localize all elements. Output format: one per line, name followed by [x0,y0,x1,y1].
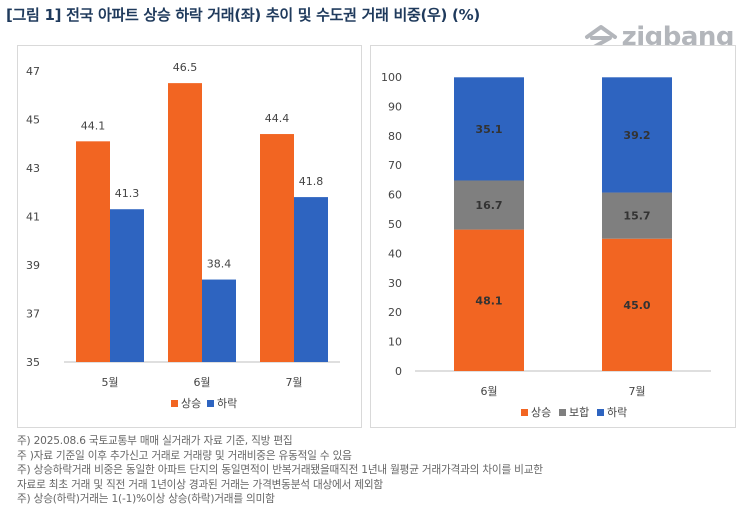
y-tick-label: 10 [388,336,402,349]
bar-up [602,238,672,371]
legend-swatch [207,400,214,407]
data-label: 44.1 [81,119,106,132]
y-tick-label: 100 [381,71,402,84]
x-tick-label: 6월 [193,376,210,389]
legend-swatch [171,400,178,407]
legend-label: 상승 [181,397,201,410]
legend-label: 하락 [217,396,237,410]
data-label: 16.7 [475,199,502,212]
bar-up [168,83,202,362]
data-label: 35.1 [475,123,502,136]
bar-up [454,229,524,371]
bar-up [76,141,110,362]
footnote: 주) 상승하락거래 비중은 동일한 아파트 단지의 동일면적이 반복거래됐을때직… [17,464,543,477]
data-label: 44.4 [265,112,290,125]
y-tick-label: 90 [388,100,402,113]
bar-down [602,77,672,193]
right-chart-panel: 0 10 20 30 40 50 60 70 80 90 100 48.1 16.7 35.1 6월 45.0… [370,45,736,428]
y-tick-label: 45 [26,114,40,127]
y-tick-label: 47 [26,65,40,78]
legend-swatch [597,409,604,416]
x-tick-label: 7월 [285,376,302,389]
x-tick-label: 6월 [480,385,497,398]
bar-up [260,134,294,362]
bar-down [202,279,236,362]
legend-label: 하락 [607,405,627,419]
legend-swatch [559,409,566,416]
y-tick-label: 30 [388,277,402,290]
legend-label: 상승 [531,406,551,419]
data-label: 46.5 [173,61,198,74]
y-tick-label: 37 [26,308,40,321]
footnote: 자료로 최초 거래 및 직전 거래 1년이상 경과된 거래는 가격변동분석 대상… [17,478,383,491]
legend-label: 보합 [569,406,589,419]
y-tick-label: 39 [26,259,40,272]
y-tick-label: 0 [395,365,402,378]
y-tick-label: 41 [26,211,40,224]
data-label: 39.2 [623,129,650,142]
footnote: 주) 상승(하락)거래는 1(-1)%이상 상승(하락)거래를 의미함 [17,493,275,506]
y-tick-label: 43 [26,162,40,175]
data-label: 48.1 [475,294,502,307]
data-label: 41.3 [115,187,140,200]
bar-down [110,209,144,362]
bar-flat [602,192,672,239]
data-label: 45.0 [623,299,650,312]
data-label: 15.7 [623,210,650,223]
y-tick-label: 60 [388,189,402,202]
footnotes: 주) 2025.08.6 국토교통부 매매 실거래가 자료 기준, 직방 편집 … [17,434,737,507]
x-tick-label: 5월 [101,376,118,389]
footnote: 주) 2025.08.6 국토교통부 매매 실거래가 자료 기준, 직방 편집 [17,435,293,447]
data-label: 41.8 [299,175,324,188]
legend-swatch [521,409,528,416]
bar-flat [454,180,524,230]
data-label: 38.4 [207,258,232,271]
bar-down [454,77,524,181]
capital-share-chart: 0 10 20 30 40 50 60 70 80 90 100 48.1 16.7 35.1 6월 45.0… [381,71,711,419]
y-tick-label: 70 [388,159,402,172]
y-tick-label: 20 [388,306,402,319]
bar-down [294,197,328,362]
y-tick-label: 40 [388,247,402,260]
left-chart-panel: 35 37 39 41 43 45 47 44.1 41.3 5월 46.5 38.4 6월 44.4 41… [17,45,362,428]
x-tick-label: 7월 [628,385,645,398]
y-tick-label: 35 [26,356,40,369]
page-title: [그림 1] 전국 아파트 상승 하락 거래(좌) 추이 및 수도권 거래 비중… [6,6,480,24]
updown-trend-chart: 35 37 39 41 43 45 47 44.1 41.3 5월 46.5 38.4 6월 44.4 41… [26,61,340,410]
y-tick-label: 50 [388,218,402,231]
footnote: 주 )자료 기준일 이후 추가신고 거래로 거래량 및 거래비중은 유동적일 수… [17,449,352,462]
y-tick-label: 80 [388,130,402,143]
